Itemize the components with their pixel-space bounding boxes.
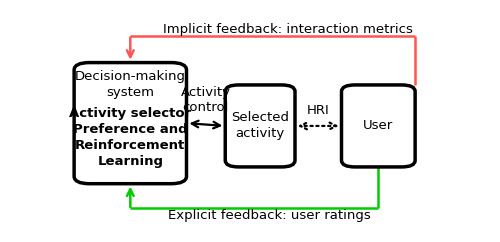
- Text: Implicit feedback: interaction metrics: Implicit feedback: interaction metrics: [164, 23, 413, 36]
- Text: Decision-making
system: Decision-making system: [75, 70, 186, 99]
- Text: Activity
control: Activity control: [181, 86, 231, 114]
- Text: HRI: HRI: [307, 104, 330, 117]
- Text: Activity selector
Preference and
Reinforcement
Learning: Activity selector Preference and Reinfor…: [69, 107, 192, 168]
- Text: Explicit feedback: user ratings: Explicit feedback: user ratings: [168, 209, 371, 222]
- Text: Selected
activity: Selected activity: [231, 111, 289, 140]
- FancyBboxPatch shape: [74, 63, 186, 184]
- FancyBboxPatch shape: [342, 85, 415, 167]
- Text: User: User: [363, 120, 394, 132]
- FancyBboxPatch shape: [225, 85, 295, 167]
